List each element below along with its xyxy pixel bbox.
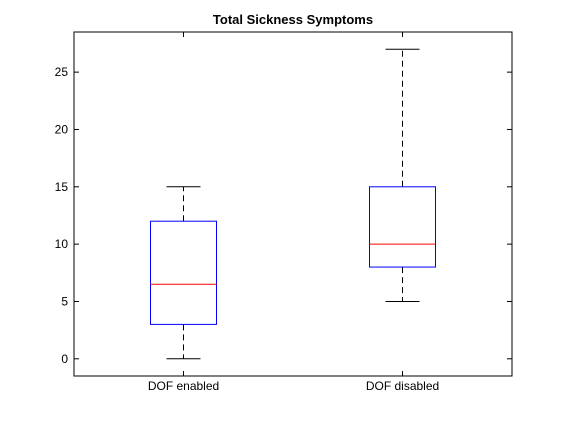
y-tick-label: 5 bbox=[61, 294, 68, 308]
iqr-box bbox=[150, 220, 217, 325]
chart-title: Total Sickness Symptoms bbox=[213, 12, 373, 27]
y-axis: 0 5 10 15 20 25 bbox=[55, 65, 512, 366]
y-tick-label: 20 bbox=[55, 122, 69, 136]
box-2 bbox=[369, 48, 436, 302]
boxes-group bbox=[150, 48, 436, 360]
y-tick-label: 15 bbox=[55, 180, 69, 194]
plot-area bbox=[73, 31, 513, 377]
x-tick-label: DOF enabled bbox=[148, 379, 219, 393]
y-tick-label: 0 bbox=[61, 352, 68, 366]
y-tick-label: 25 bbox=[55, 65, 69, 79]
box-1 bbox=[150, 186, 217, 360]
x-tick-label: DOF disabled bbox=[366, 379, 439, 393]
x-axis: DOF enabled DOF disabled bbox=[148, 32, 439, 393]
y-tick-label: 10 bbox=[55, 237, 69, 251]
iqr-box bbox=[369, 186, 436, 268]
